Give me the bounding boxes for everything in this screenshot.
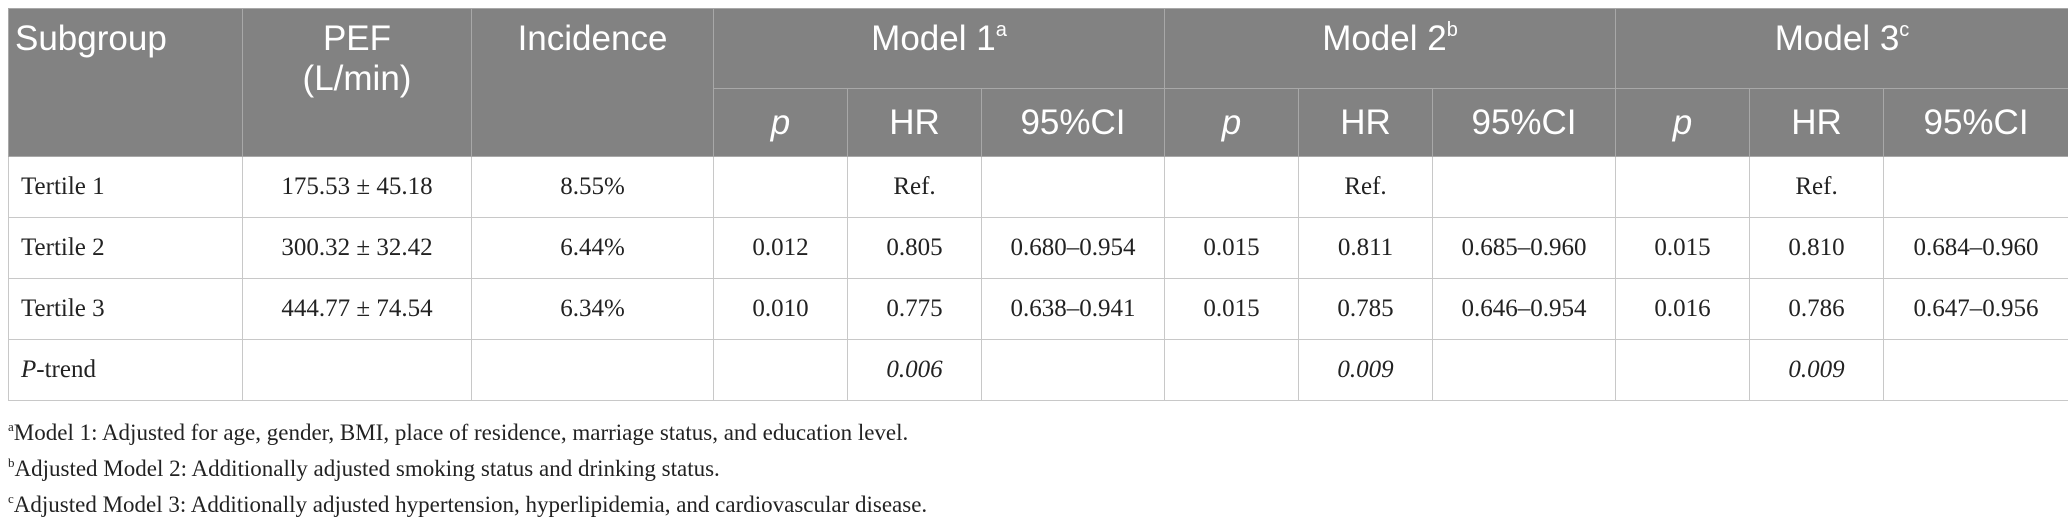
cell-m1-p: 0.010 [714,279,848,340]
table-row: Tertile 2 300.32 ± 32.42 6.44% 0.012 0.8… [9,218,2068,279]
cell-m3-ci: 0.647–0.956 [1884,279,2068,340]
footnote-b: bAdjusted Model 2: Additionally adjusted… [8,451,2068,487]
cell-m2-ci [1433,340,1616,401]
header-m3-p: p [1616,89,1750,157]
cell-incidence: 8.55% [472,157,714,218]
cell-m1-p: 0.012 [714,218,848,279]
header-model-1-mark: a [996,19,1007,41]
cell-m1-hr: Ref. [848,157,982,218]
ptrend-label-rest: -trend [36,356,96,383]
cell-m3-p [1616,340,1750,401]
footnote-text: Adjusted Model 3: Additionally adjusted … [14,492,927,517]
footnote-c: cAdjusted Model 3: Additionally adjusted… [8,487,2068,523]
cell-pef [243,340,472,401]
footnote-a: aModel 1: Adjusted for age, gender, BMI,… [8,415,2068,451]
cell-m3-hr: 0.786 [1750,279,1884,340]
cell-m1-p [714,157,848,218]
header-model-3-label: Model 3 [1775,19,1900,58]
footnote-text: Adjusted Model 2: Additionally adjusted … [15,456,720,481]
cell-m2-ci: 0.685–0.960 [1433,218,1616,279]
header-model-1-label: Model 1 [871,19,996,58]
cell-m1-p [714,340,848,401]
cell-incidence: 6.44% [472,218,714,279]
cell-m3-ci: 0.684–0.960 [1884,218,2068,279]
header-model-2-label: Model 2 [1322,19,1447,58]
header-m2-ci: 95%CI [1433,89,1616,157]
header-m2-p: p [1165,89,1299,157]
header-m1-p: p [714,89,848,157]
ptrend-row: P-trend 0.006 0.009 0.009 [9,340,2068,401]
header-model-3: Model 3c [1616,9,2068,89]
cell-m2-ci [1433,157,1616,218]
cell-m3-ci [1884,157,2068,218]
cell-m3-p: 0.015 [1616,218,1750,279]
header-pef-line2: (L/min) [303,59,412,98]
cell-m1-ci [982,340,1165,401]
header-subgroup: Subgroup [9,9,243,157]
cell-m1-ci: 0.680–0.954 [982,218,1165,279]
header-pef-line1: PEF [323,19,391,58]
header-m3-hr: HR [1750,89,1884,157]
cell-m1-ptrend: 0.006 [848,340,982,401]
cell-m3-ptrend: 0.009 [1750,340,1884,401]
table-body: Tertile 1 175.53 ± 45.18 8.55% Ref. Ref.… [9,157,2068,401]
cell-m2-p: 0.015 [1165,279,1299,340]
header-m3-ci: 95%CI [1884,89,2068,157]
cell-m3-p: 0.016 [1616,279,1750,340]
cell-m1-ci [982,157,1165,218]
cell-m2-ptrend: 0.009 [1299,340,1433,401]
table-container: Subgroup PEF(L/min) Incidence Model 1a M… [8,8,2068,523]
cell-m1-hr: 0.805 [848,218,982,279]
cell-m2-p: 0.015 [1165,218,1299,279]
header-model-2: Model 2b [1165,9,1616,89]
cell-m1-ci: 0.638–0.941 [982,279,1165,340]
cell-m3-ci [1884,340,2068,401]
cell-ptrend-label: P-trend [9,340,243,401]
header-m1-hr: HR [848,89,982,157]
cell-m2-p [1165,157,1299,218]
header-row-1: Subgroup PEF(L/min) Incidence Model 1a M… [9,9,2068,89]
cell-m2-hr: Ref. [1299,157,1433,218]
cell-incidence: 6.34% [472,279,714,340]
footnote-text: Model 1: Adjusted for age, gender, BMI, … [14,420,909,445]
header-m2-hr: HR [1299,89,1433,157]
cell-m1-hr: 0.775 [848,279,982,340]
cell-m2-p [1165,340,1299,401]
cell-incidence [472,340,714,401]
cell-m2-hr: 0.785 [1299,279,1433,340]
cell-subgroup: Tertile 3 [9,279,243,340]
cell-pef: 300.32 ± 32.42 [243,218,472,279]
table-row: Tertile 3 444.77 ± 74.54 6.34% 0.010 0.7… [9,279,2068,340]
header-model-2-mark: b [1447,19,1458,41]
header-pef: PEF(L/min) [243,9,472,157]
table-header: Subgroup PEF(L/min) Incidence Model 1a M… [9,9,2068,157]
header-incidence: Incidence [472,9,714,157]
table-row: Tertile 1 175.53 ± 45.18 8.55% Ref. Ref.… [9,157,2068,218]
ptrend-label-p: P [21,356,36,383]
header-m1-ci: 95%CI [982,89,1165,157]
header-model-1: Model 1a [714,9,1165,89]
results-table: Subgroup PEF(L/min) Incidence Model 1a M… [8,8,2068,401]
cell-m2-ci: 0.646–0.954 [1433,279,1616,340]
cell-subgroup: Tertile 1 [9,157,243,218]
cell-pef: 444.77 ± 74.54 [243,279,472,340]
cell-subgroup: Tertile 2 [9,218,243,279]
cell-m2-hr: 0.811 [1299,218,1433,279]
cell-pef: 175.53 ± 45.18 [243,157,472,218]
cell-m3-hr: 0.810 [1750,218,1884,279]
header-model-3-mark: c [1899,19,1909,41]
cell-m3-hr: Ref. [1750,157,1884,218]
footnotes: aModel 1: Adjusted for age, gender, BMI,… [8,415,2068,523]
cell-m3-p [1616,157,1750,218]
